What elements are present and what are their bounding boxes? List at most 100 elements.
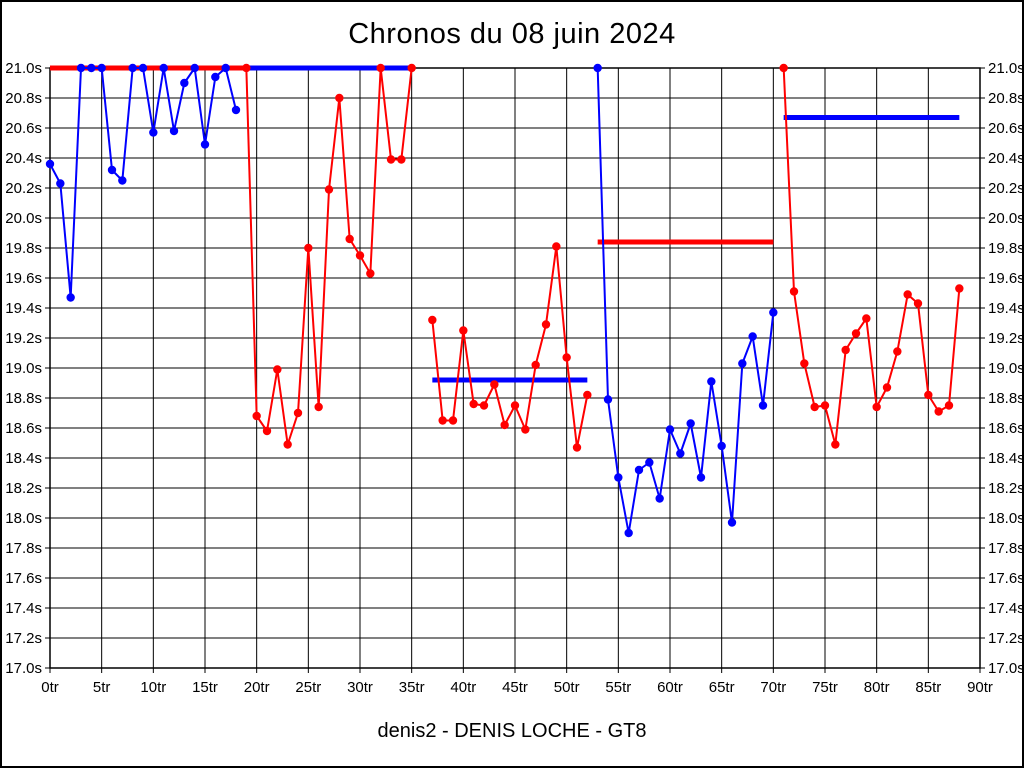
lap-point xyxy=(118,176,127,185)
svg-text:19.6s: 19.6s xyxy=(5,270,42,287)
svg-text:15tr: 15tr xyxy=(192,679,218,696)
lap-point xyxy=(428,315,437,325)
lap-point xyxy=(717,441,726,451)
lap-point xyxy=(128,63,137,73)
lap-point xyxy=(293,408,303,418)
svg-text:35tr: 35tr xyxy=(399,679,425,696)
lap-point xyxy=(242,63,251,73)
svg-text:17.8s: 17.8s xyxy=(5,540,42,557)
svg-text:17.6s: 17.6s xyxy=(5,570,42,587)
svg-text:17.2s: 17.2s xyxy=(988,630,1024,647)
svg-text:19.0s: 19.0s xyxy=(988,360,1024,377)
lap-point xyxy=(851,329,861,338)
lap-point xyxy=(180,78,189,88)
lap-point xyxy=(314,402,323,412)
svg-text:90tr: 90tr xyxy=(967,679,993,696)
lap-point xyxy=(552,242,561,251)
lap-point xyxy=(386,155,396,164)
lap-point xyxy=(562,353,571,362)
svg-text:21.0s: 21.0s xyxy=(5,60,42,77)
lap-point xyxy=(221,63,230,73)
svg-text:20.8s: 20.8s xyxy=(988,90,1024,107)
svg-text:18.2s: 18.2s xyxy=(988,480,1024,497)
lap-point xyxy=(407,63,416,73)
lap-point xyxy=(490,380,499,389)
lap-point xyxy=(800,359,809,368)
svg-text:19.8s: 19.8s xyxy=(988,240,1024,257)
lap-point xyxy=(686,419,695,428)
chart-subtitle: denis2 - DENIS LOCHE - GT8 xyxy=(377,720,647,742)
svg-text:18.4s: 18.4s xyxy=(988,450,1024,467)
lap-point xyxy=(479,401,489,410)
svg-text:18.0s: 18.0s xyxy=(988,510,1024,527)
lap-point xyxy=(676,449,685,458)
svg-text:17.6s: 17.6s xyxy=(988,570,1024,587)
lap-point xyxy=(882,383,892,392)
lap-point xyxy=(521,425,530,434)
svg-text:17.0s: 17.0s xyxy=(988,660,1024,677)
svg-text:20.0s: 20.0s xyxy=(5,210,42,227)
lap-point xyxy=(366,269,375,278)
lap-point xyxy=(169,126,179,136)
axis-ticks xyxy=(45,67,985,673)
lap-point xyxy=(262,426,272,436)
lap-point xyxy=(634,465,644,475)
lap-point xyxy=(924,390,933,400)
lap-point xyxy=(138,63,148,73)
lap-point xyxy=(748,332,757,341)
series-stint-1 xyxy=(45,63,241,302)
lap-point xyxy=(159,63,168,73)
lap-point xyxy=(66,293,75,302)
lap-point xyxy=(769,308,778,317)
svg-text:17.4s: 17.4s xyxy=(5,600,42,617)
lap-point xyxy=(841,345,850,355)
svg-text:20.4s: 20.4s xyxy=(5,150,42,167)
y-axis-labels-left: 17.0s 17.2s 17.4s 17.6s 17.8s 18.0s 18.2s 18.4s… xyxy=(5,60,42,677)
lap-point xyxy=(397,155,406,164)
lap-point xyxy=(614,473,623,482)
svg-text:17.0s: 17.0s xyxy=(5,660,42,677)
svg-text:20.2s: 20.2s xyxy=(988,180,1024,197)
svg-text:60tr: 60tr xyxy=(657,679,683,696)
chart-title: Chronos du 08 juin 2024 xyxy=(348,18,676,50)
svg-text:45tr: 45tr xyxy=(502,679,528,696)
lap-point xyxy=(324,185,334,194)
svg-text:75tr: 75tr xyxy=(812,679,838,696)
svg-text:18.8s: 18.8s xyxy=(5,390,42,407)
svg-text:20.0s: 20.0s xyxy=(988,210,1024,227)
svg-text:18.4s: 18.4s xyxy=(5,450,42,467)
lap-point xyxy=(603,395,613,404)
svg-text:20.2s: 20.2s xyxy=(5,180,42,197)
svg-text:19.6s: 19.6s xyxy=(988,270,1024,287)
lap-point xyxy=(727,518,737,527)
lap-point xyxy=(252,411,261,421)
lap-point xyxy=(541,320,551,329)
lap-point xyxy=(56,179,65,188)
svg-text:0tr: 0tr xyxy=(41,679,59,696)
lap-point xyxy=(469,399,478,409)
lap-point xyxy=(696,473,706,482)
svg-text:21.0s: 21.0s xyxy=(988,60,1024,77)
svg-text:18.8s: 18.8s xyxy=(988,390,1024,407)
lap-point xyxy=(583,390,592,400)
lap-point xyxy=(335,93,344,103)
lap-point xyxy=(872,402,881,412)
lap-point xyxy=(893,347,902,356)
series-stint-4 xyxy=(593,63,778,538)
svg-text:19.8s: 19.8s xyxy=(5,240,42,257)
lap-point xyxy=(707,377,716,386)
lap-point xyxy=(510,401,520,410)
svg-text:20.4s: 20.4s xyxy=(988,150,1024,167)
series-stint-2 xyxy=(242,63,416,449)
svg-text:70tr: 70tr xyxy=(760,679,786,696)
svg-text:55tr: 55tr xyxy=(605,679,631,696)
lap-point xyxy=(758,401,768,410)
svg-text:19.4s: 19.4s xyxy=(5,300,42,317)
lap-point xyxy=(531,360,540,370)
lap-point xyxy=(738,359,747,368)
lap-point xyxy=(438,416,447,425)
lap-point xyxy=(190,63,199,73)
lap-point xyxy=(273,365,282,374)
